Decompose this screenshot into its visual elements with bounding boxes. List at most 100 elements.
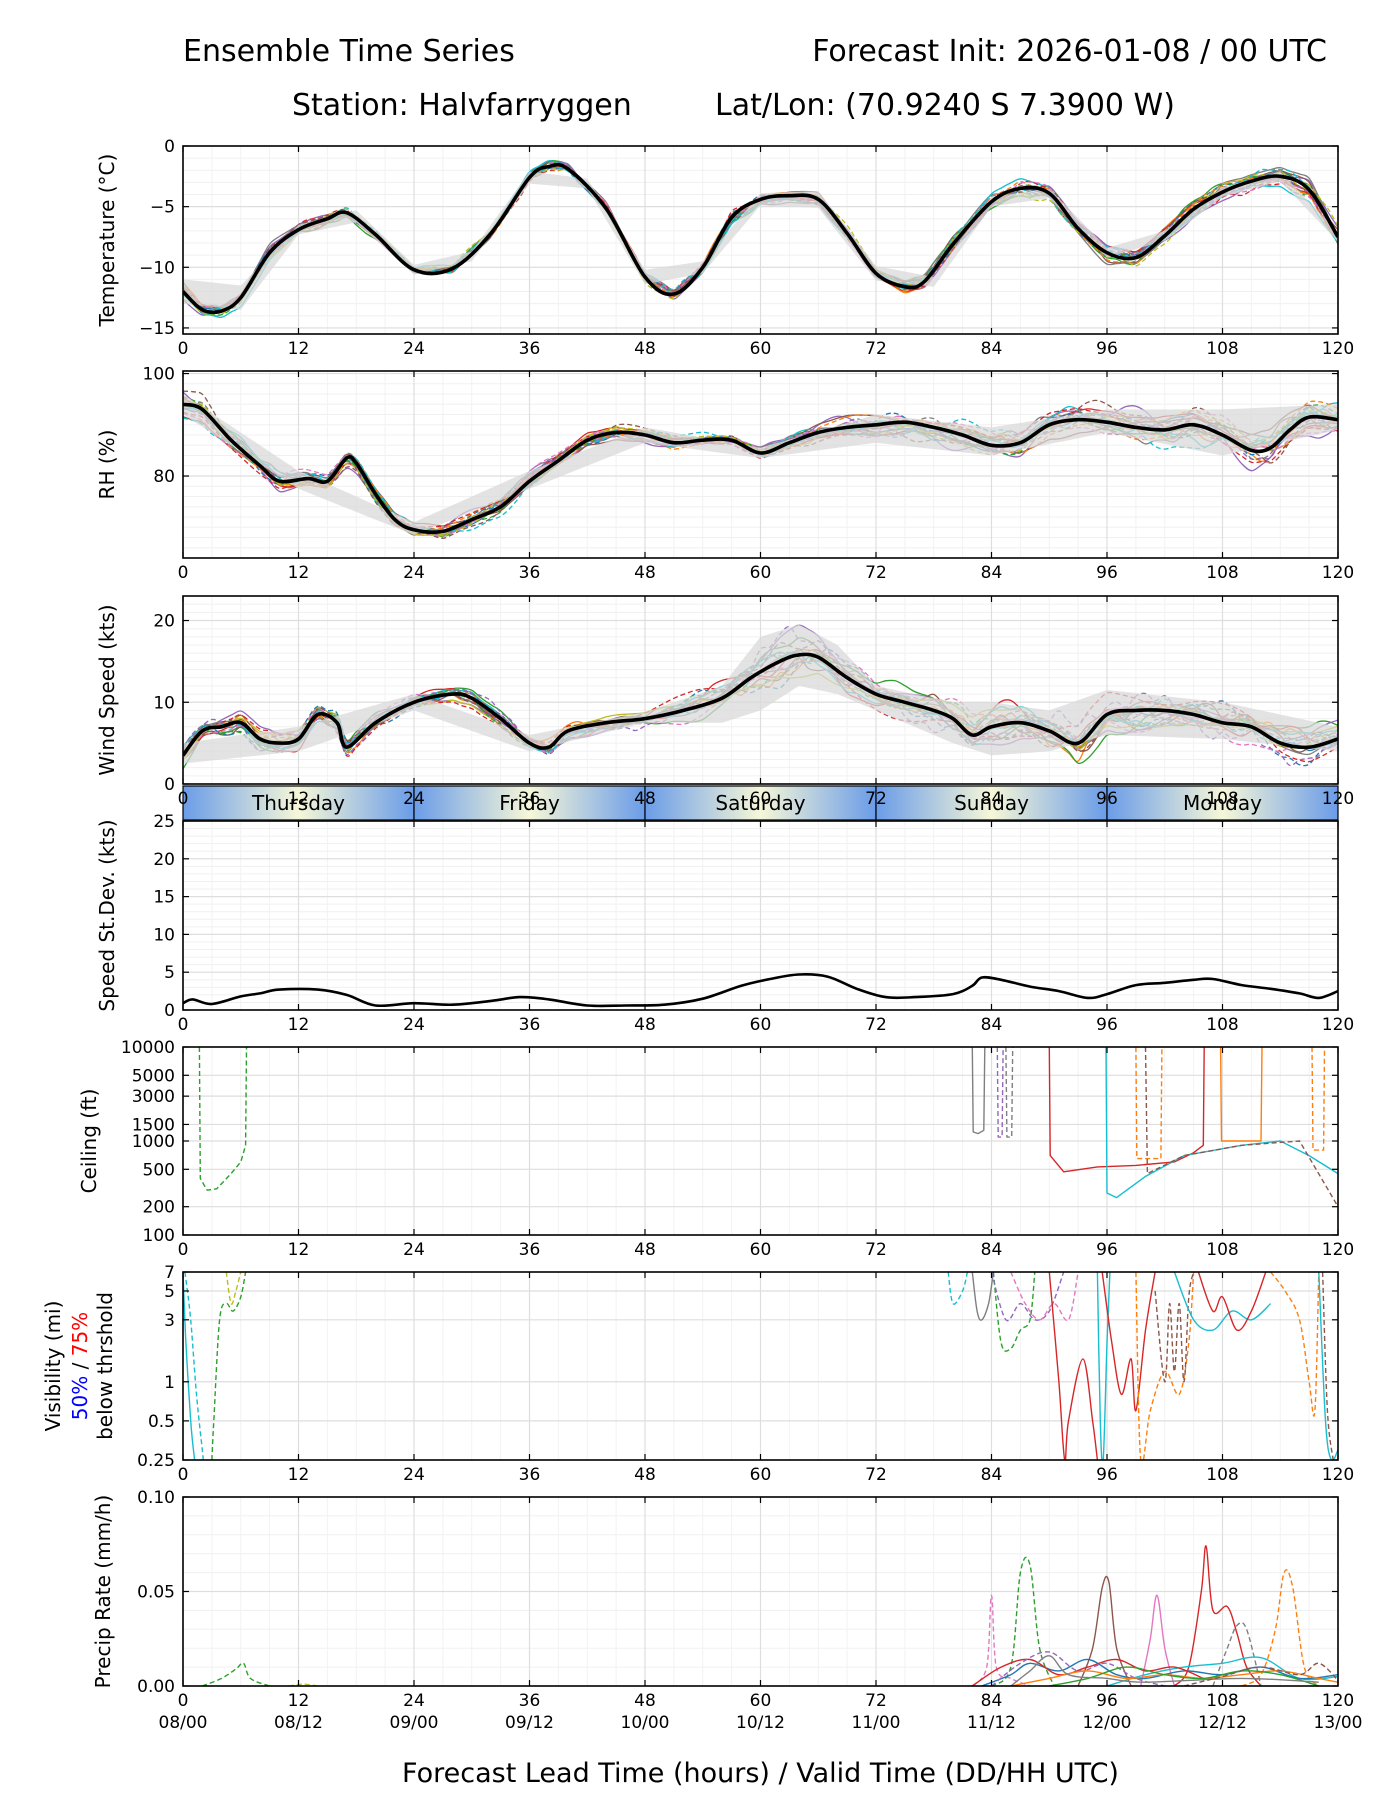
day-of-week-band: Thursday Friday Saturday Sunday Monday [182,785,1339,821]
y-tick-label: 20 [153,612,1338,632]
x-tick-text: 0 [178,1691,189,1711]
x-tick-text: 36 [519,1465,541,1485]
x-tick-text: 36 [519,789,541,809]
x-tick-text: 0 [178,1015,189,1035]
y-tick-label: 5000 [132,1066,1338,1086]
x-tick-text: 84 [981,1015,1003,1035]
y-tick-label: 5 [164,963,1338,983]
x-tick-label: 36 [519,1272,541,1485]
x-tick-text: 12 [288,1691,310,1711]
visibility-series-line [990,1272,1065,1322]
visibility-series-line [211,1272,247,1460]
x-tick-label: 84 [981,596,1003,809]
x-tick-text: 120 [1322,339,1354,359]
y-axis-label: Visibility (mi) [41,1301,65,1432]
y-tick-text: 0 [164,775,175,795]
precip-series-line [971,1658,1204,1686]
precip-series-line [1010,1670,1338,1686]
precip-series-line [991,1556,1055,1686]
x-valid-time-label: 12/00 [1083,1713,1132,1733]
y-tick-text: 100 [143,365,175,385]
x-tick-label: 84 [981,1047,1002,1260]
x-tick-label: 0 [178,1272,188,1485]
x-tick-label: 60 [750,1272,772,1485]
x-tick-text: 0 [178,789,189,809]
x-tick-label: 0 [178,821,189,1035]
day-segment [644,785,877,821]
wind-speed-plot-area [183,624,1338,770]
y-tick-label: −10 [139,258,1338,278]
x-tick-label: 60 [750,596,771,809]
y-tick-label: 0 [164,775,1338,795]
ensemble-mean-line [183,402,1338,534]
x-tick-text: 84 [981,789,1003,809]
y-tick-text: −10 [139,258,175,278]
x-tick-label: 120 [1322,821,1354,1035]
visibility-series-line [184,1272,204,1460]
precip-series-line [1241,1569,1320,1686]
x-tick-text: 48 [634,1015,656,1035]
visibility-series-line [1197,1272,1267,1332]
y-tick-text: 5 [164,1282,175,1302]
x-tick-text: 60 [750,339,772,359]
x-tick-text: 48 [634,789,656,809]
x-tick-label: 72 [865,1272,887,1485]
precip-series-line [1140,1594,1176,1686]
x-tick-text: 24 [403,1465,425,1485]
x-valid-time-label: 08/00 [159,1713,208,1733]
x-tick-text: 60 [750,563,772,583]
visibility-series-line [1318,1272,1338,1460]
x-tick-label: 108 [1206,596,1239,809]
day-segment [1106,785,1339,821]
visibility-series-line [1270,1272,1320,1417]
visibility-series-line [947,1272,969,1305]
visibility-series-line [1096,1272,1111,1460]
speed-stdev-grid [182,820,1339,1011]
x-tick-label: 0 [178,146,188,359]
pct-75-label: 75% [68,1312,92,1356]
x-tick-label: 36 [519,1047,541,1260]
x-tick-text: 24 [403,1240,425,1260]
x-tick-label: 120 [1322,1047,1354,1260]
x-tick-label: 36 [519,821,540,1035]
ceiling-series-line [1005,1047,1014,1138]
y-tick-text: 7 [164,1263,175,1283]
precip-series-line [991,1651,1165,1686]
y-tick-text: 25 [153,812,175,832]
x-valid-time-label: 08/12 [274,1713,323,1733]
y-tick-text: 0 [164,137,175,157]
x-tick-text: 108 [1206,1015,1238,1035]
x-tick-label: 108 [1206,146,1239,359]
x-tick-label: 84 [981,371,1002,583]
y-tick-text: 0.10 [137,1488,175,1508]
x-tick-text: 84 [981,1691,1003,1711]
x-tick-label: 108 [1206,371,1239,583]
x-tick-text: 60 [750,1465,772,1485]
y-tick-label: 200 [143,1198,1338,1218]
x-tick-text: 36 [519,1240,541,1260]
x-tick-text: 96 [1096,1465,1118,1485]
x-tick-label: 48 [634,1272,656,1485]
x-tick-text: 96 [1096,1240,1118,1260]
y-tick-label: −15 [139,319,1338,339]
speed-stdev-plot-area [183,973,1338,1008]
y-tick-label: 0 [164,1001,1338,1021]
x-tick-text: 108 [1206,789,1238,809]
visibility-series-line [1173,1272,1272,1332]
y-tick-label: 3 [164,1311,1338,1331]
x-tick-label: 72 [865,371,887,583]
x-tick-label: 120 [1322,1272,1354,1485]
x-tick-text: 120 [1322,1240,1354,1260]
visibility-series-line [1101,1272,1156,1412]
visibility-label: Visibility (mi) [41,1301,65,1432]
y-tick-text: 3 [164,1311,175,1331]
day-segment [182,785,415,821]
x-tick-text: 120 [1322,563,1354,583]
day-label: Sunday [954,791,1029,815]
x-tick-text: 96 [1096,339,1118,359]
